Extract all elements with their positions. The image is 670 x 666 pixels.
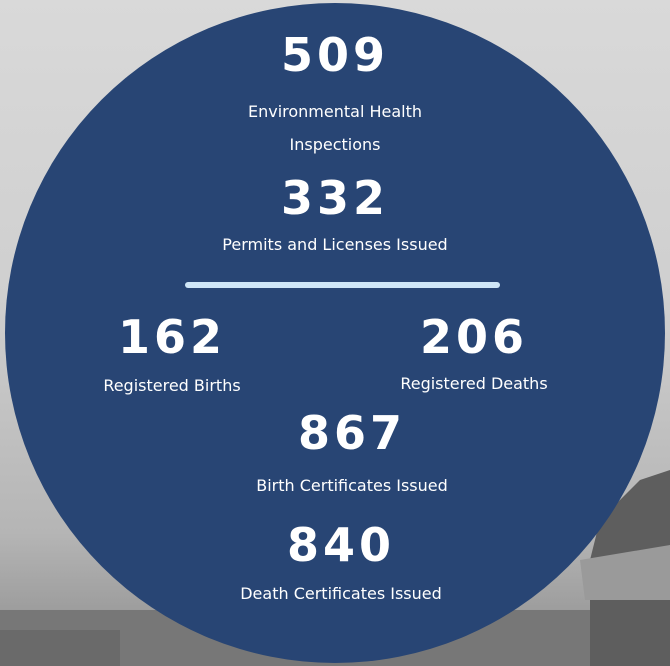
divider [185, 282, 500, 288]
stat-label: Birth Certificates Issued [212, 469, 492, 502]
stat-value: 867 [298, 406, 406, 460]
stat-value: 332 [281, 171, 389, 225]
stat-label: Environmental Health Inspections [220, 95, 450, 161]
stat-label: Registered Deaths [364, 367, 584, 400]
stat-label: Death Certificates Issued [201, 577, 481, 610]
stat-value: 162 [118, 310, 226, 364]
stat-value: 509 [281, 28, 389, 82]
trees [0, 630, 120, 666]
stat-value: 206 [420, 310, 528, 364]
stat-label: Permits and Licenses Issued [175, 228, 495, 261]
stat-label: Registered Births [62, 369, 282, 402]
infographic: 509 Environmental Health Inspections 332Pe… [0, 0, 670, 666]
stat-value: 840 [287, 518, 395, 572]
